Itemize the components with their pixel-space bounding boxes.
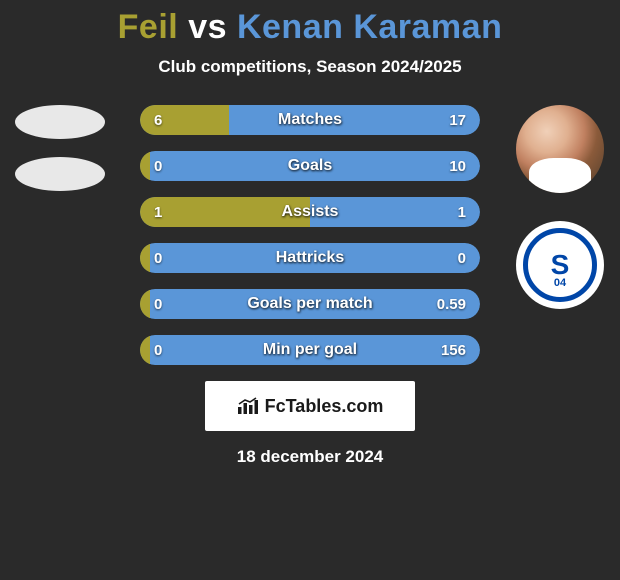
title-player-right: Kenan Karaman <box>237 8 502 46</box>
subtitle: Club competitions, Season 2024/2025 <box>0 57 620 77</box>
club-logo-number: 04 <box>554 277 566 289</box>
page-title: Feil vs Kenan Karaman <box>0 8 620 47</box>
right-player-column: S 04 <box>510 105 610 309</box>
stat-row-hattricks: 00Hattricks <box>140 243 480 273</box>
brand-text: FcTables.com <box>265 396 384 417</box>
left-club-logo-placeholder <box>15 157 105 191</box>
title-vs: vs <box>188 8 227 46</box>
stat-bars: 617Matches 010Goals 11Assists 00Hattricks 00… <box>140 105 480 365</box>
stat-label: Hattricks <box>140 243 480 273</box>
brand-badge: FcTables.com <box>205 381 415 431</box>
stat-row-goals-per-match: 00.59Goals per match <box>140 289 480 319</box>
stat-label: Goals per match <box>140 289 480 319</box>
stat-row-goals: 010Goals <box>140 151 480 181</box>
date-text: 18 december 2024 <box>0 447 620 467</box>
comparison-content: S 04 617Matches 010Goals 11Assists 00Hattri… <box>0 105 620 365</box>
left-player-column <box>10 105 110 209</box>
schalke-logo-icon: S 04 <box>523 228 597 302</box>
stat-label: Min per goal <box>140 335 480 365</box>
title-player-left: Feil <box>118 8 179 46</box>
chart-icon <box>237 397 259 415</box>
stat-label: Goals <box>140 151 480 181</box>
right-player-photo <box>516 105 604 193</box>
stat-label: Assists <box>140 197 480 227</box>
stat-row-assists: 11Assists <box>140 197 480 227</box>
right-club-logo: S 04 <box>516 221 604 309</box>
left-player-photo-placeholder <box>15 105 105 139</box>
stat-row-min-per-goal: 0156Min per goal <box>140 335 480 365</box>
stat-row-matches: 617Matches <box>140 105 480 135</box>
stat-label: Matches <box>140 105 480 135</box>
